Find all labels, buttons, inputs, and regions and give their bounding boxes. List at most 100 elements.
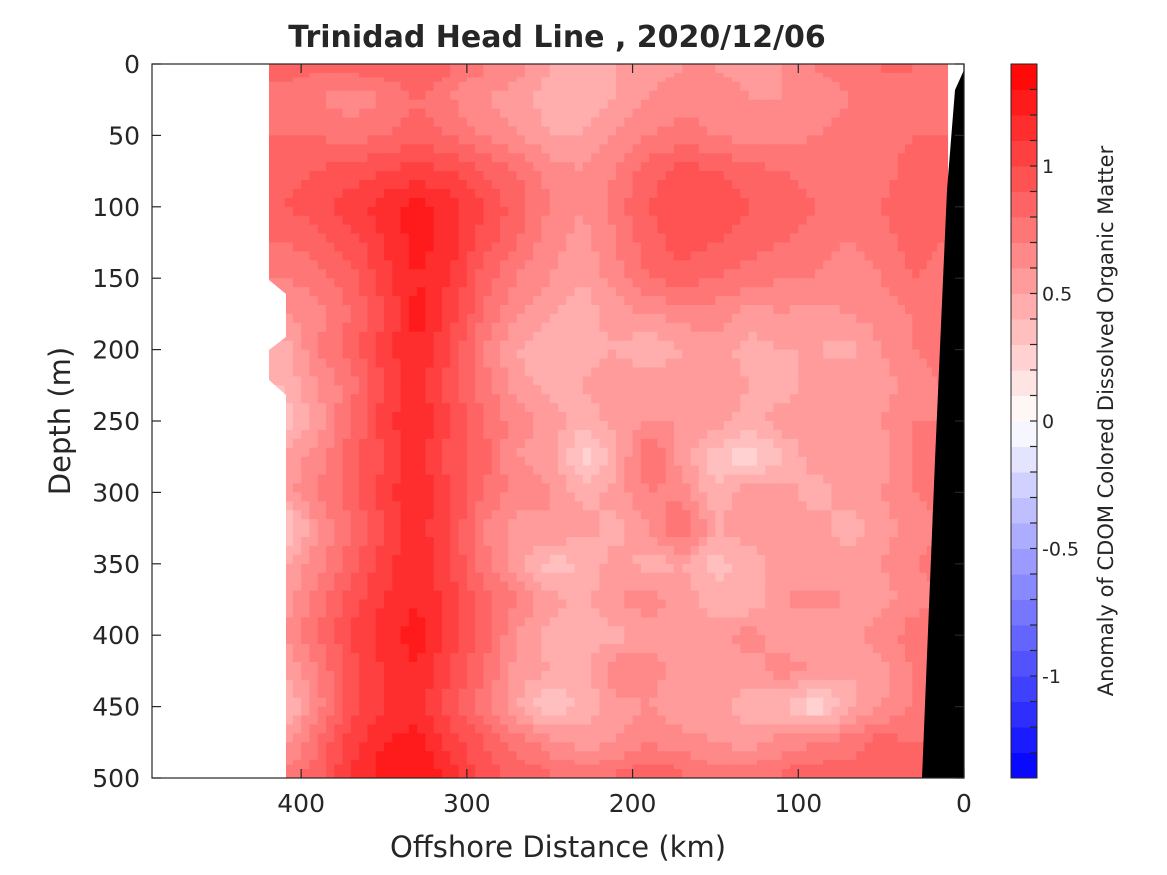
heatmap-cell xyxy=(533,304,543,315)
heatmap-cell xyxy=(408,99,418,110)
heatmap-cell xyxy=(475,233,485,244)
heatmap-cell xyxy=(740,376,750,386)
heatmap-cell xyxy=(756,144,766,154)
heatmap-cell xyxy=(292,260,302,270)
heatmap-cell xyxy=(276,171,286,181)
heatmap-cell xyxy=(541,545,551,556)
heatmap-cell xyxy=(541,224,551,235)
heatmap-cell xyxy=(790,72,799,78)
heatmap-cell xyxy=(931,403,938,413)
heatmap-cell xyxy=(640,358,650,369)
heatmap-cell xyxy=(301,171,311,181)
heatmap-cell xyxy=(674,90,683,101)
heatmap-cell xyxy=(400,483,410,493)
heatmap-cell xyxy=(566,224,576,235)
heatmap-cell xyxy=(500,438,509,449)
heatmap-cell xyxy=(599,90,609,101)
heatmap-cell xyxy=(798,242,808,253)
heatmap-cell xyxy=(375,269,385,279)
heatmap-cell xyxy=(848,180,857,190)
heatmap-cell xyxy=(566,99,576,110)
heatmap-cell xyxy=(856,197,866,208)
heatmap-cell xyxy=(723,64,733,70)
heatmap-cell xyxy=(912,412,921,422)
heatmap-cell xyxy=(790,429,799,440)
heatmap-cell xyxy=(773,90,783,101)
heatmap-cell xyxy=(483,510,493,520)
heatmap-cell xyxy=(483,180,493,190)
heatmap-cell xyxy=(533,188,543,199)
heatmap-cell xyxy=(790,331,799,342)
heatmap-cell xyxy=(624,77,634,83)
heatmap-cell xyxy=(458,572,468,583)
heatmap-cell xyxy=(524,269,534,279)
heatmap-cell xyxy=(524,322,534,333)
heatmap-cell xyxy=(466,367,476,377)
heatmap-cell xyxy=(384,242,393,253)
heatmap-cell xyxy=(904,117,913,128)
heatmap-cell xyxy=(442,260,451,270)
heatmap-cell xyxy=(541,572,551,583)
heatmap-cell xyxy=(889,260,899,270)
heatmap-cell xyxy=(624,429,634,440)
heatmap-cell xyxy=(904,188,913,199)
heatmap-cell xyxy=(790,108,799,119)
heatmap-cell xyxy=(698,563,708,574)
heatmap-cell xyxy=(919,260,928,270)
heatmap-cell xyxy=(375,188,385,199)
heatmap-cell xyxy=(640,197,650,208)
heatmap-cell xyxy=(326,206,335,217)
heatmap-cell xyxy=(359,358,369,369)
heatmap-cell xyxy=(806,563,816,574)
heatmap-cell xyxy=(417,188,427,199)
heatmap-cell xyxy=(317,447,327,458)
heatmap-cell xyxy=(442,287,451,297)
heatmap-cell xyxy=(400,376,410,386)
heatmap-cell xyxy=(591,197,601,208)
heatmap-cell xyxy=(715,90,725,101)
heatmap-cell xyxy=(566,340,576,351)
heatmap-cell xyxy=(591,313,601,324)
heatmap-cell xyxy=(466,90,476,101)
heatmap-cell xyxy=(723,358,733,369)
heatmap-cell xyxy=(491,81,501,92)
heatmap-cell xyxy=(491,376,501,386)
heatmap-cell xyxy=(765,572,775,583)
heatmap-cell xyxy=(831,206,841,217)
heatmap-cell xyxy=(674,349,683,360)
heatmap-cell xyxy=(756,117,766,128)
heatmap-cell xyxy=(897,429,906,440)
heatmap-cell xyxy=(491,429,501,440)
heatmap-cell xyxy=(541,528,551,538)
heatmap-cell xyxy=(872,528,882,538)
heatmap-cell xyxy=(284,429,294,440)
heatmap-cell xyxy=(806,260,816,270)
heatmap-cell xyxy=(919,510,928,520)
heatmap-cell xyxy=(864,429,874,440)
heatmap-cell xyxy=(872,171,882,181)
heatmap-cell xyxy=(732,519,741,529)
heatmap-cell xyxy=(931,180,938,190)
heatmap-cell xyxy=(682,554,692,565)
heatmap-cell xyxy=(433,162,443,172)
heatmap-cell xyxy=(450,313,460,324)
heatmap-cell xyxy=(698,403,708,413)
heatmap-cell xyxy=(814,519,824,529)
heatmap-cell xyxy=(326,456,335,467)
heatmap-cell xyxy=(781,99,791,110)
heatmap-cell xyxy=(284,554,294,565)
heatmap-cell xyxy=(848,215,857,226)
heatmap-cell xyxy=(657,456,667,467)
heatmap-cell xyxy=(765,77,775,83)
heatmap-cell xyxy=(558,313,567,324)
heatmap-cell xyxy=(640,242,650,253)
heatmap-cell xyxy=(284,528,294,538)
heatmap-cell xyxy=(781,563,791,574)
heatmap-cell xyxy=(931,224,938,235)
heatmap-cell xyxy=(674,278,683,288)
heatmap-cell xyxy=(682,572,692,583)
heatmap-cell xyxy=(806,72,816,78)
heatmap-cell xyxy=(591,465,601,476)
heatmap-cell xyxy=(558,287,567,297)
heatmap-cell xyxy=(450,501,460,511)
